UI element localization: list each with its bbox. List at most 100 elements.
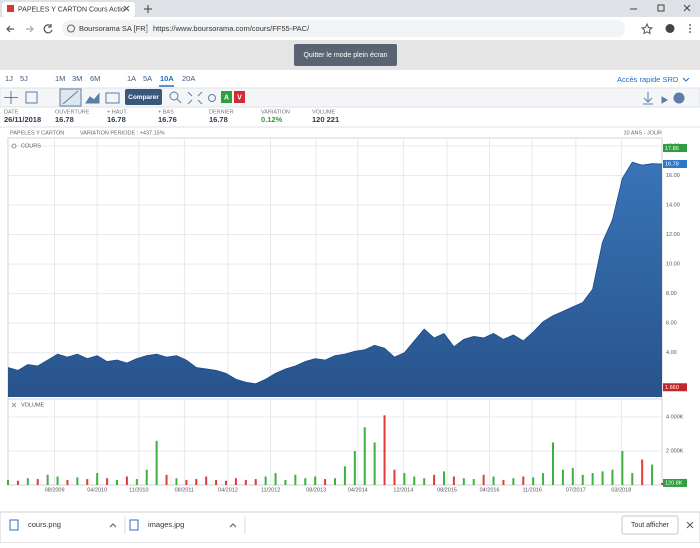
volume-bar bbox=[611, 469, 614, 485]
file-icon bbox=[129, 519, 139, 531]
exit-fullscreen-button[interactable] bbox=[294, 44, 397, 66]
price-badge bbox=[663, 383, 687, 392]
period-option[interactable]: 3M bbox=[72, 74, 82, 83]
quote-value: 16.76 bbox=[158, 115, 177, 124]
buy-label: A bbox=[224, 94, 229, 101]
quote-label: DATE bbox=[4, 109, 19, 115]
tab[interactable] bbox=[2, 2, 135, 17]
period-bar bbox=[0, 70, 700, 88]
volume-bar bbox=[552, 442, 554, 485]
favicon bbox=[7, 5, 14, 12]
volume-bar bbox=[116, 479, 118, 485]
bookmark-star[interactable] bbox=[640, 22, 654, 35]
file-menu[interactable] bbox=[229, 523, 237, 528]
cours-icon bbox=[11, 143, 17, 149]
period-option[interactable]: 1A bbox=[127, 74, 136, 83]
volume-bar bbox=[145, 469, 148, 485]
quick-access[interactable]: Accès rapide SRD bbox=[617, 75, 679, 84]
sell-label: V bbox=[237, 94, 242, 101]
x-tick-label: 08/2011 bbox=[175, 487, 194, 493]
x-tick-label: 11/2016 bbox=[522, 487, 541, 493]
volume-bar bbox=[46, 474, 49, 485]
window-controls[interactable] bbox=[630, 4, 691, 12]
url: https://www.boursorama.com/cours/FF55-PA… bbox=[153, 24, 310, 33]
volume-bar bbox=[532, 477, 535, 485]
volume-bar bbox=[462, 478, 465, 485]
volume-bar bbox=[522, 476, 525, 485]
volume-bar bbox=[661, 482, 663, 485]
period-option[interactable]: 1J bbox=[5, 74, 13, 83]
volume-bar bbox=[254, 479, 257, 485]
compare-button[interactable] bbox=[125, 89, 162, 105]
period-selector: 1J 5J 1M 3M 6M 1A 5A 10A 20A bbox=[5, 74, 195, 87]
volume-bar bbox=[106, 478, 109, 485]
volume-bar bbox=[96, 473, 99, 485]
volume-bar bbox=[56, 476, 59, 485]
site-info-icon[interactable] bbox=[67, 24, 75, 33]
exit-fullscreen-label: Quitter le mode plein écran bbox=[303, 52, 387, 59]
price-badge bbox=[663, 159, 687, 168]
tool-icons[interactable] bbox=[4, 88, 685, 107]
quote-label: OUVERTURE bbox=[55, 109, 90, 115]
show-all-button[interactable] bbox=[621, 515, 679, 535]
close-downloads[interactable] bbox=[686, 521, 694, 529]
quote-value: 26/11/2018 bbox=[4, 115, 41, 124]
profile[interactable] bbox=[665, 24, 675, 33]
y-tick-label: 6.00 bbox=[666, 321, 677, 327]
price-badge bbox=[663, 478, 687, 487]
price-badge-label: 1.660 bbox=[665, 385, 679, 391]
volume-bar bbox=[482, 474, 485, 485]
volume-bar bbox=[264, 476, 267, 485]
volume-bar bbox=[86, 479, 89, 485]
chart: 4.006.008.0010.0012.0014.0016.0018.0017.… bbox=[7, 138, 687, 493]
volume-bar bbox=[423, 478, 426, 485]
x-tick-label: 08/2009 bbox=[45, 487, 65, 493]
menu[interactable] bbox=[689, 24, 691, 33]
instrument: PAPELES Y CARTON bbox=[10, 130, 64, 136]
volume-bar bbox=[413, 476, 416, 485]
tab-close[interactable] bbox=[123, 5, 130, 12]
nav-buttons[interactable] bbox=[6, 24, 53, 34]
period-option[interactable]: 1M bbox=[55, 74, 65, 83]
volume-bar bbox=[492, 476, 495, 485]
volume-bar bbox=[403, 473, 406, 485]
x-tick-label: 04/2016 bbox=[480, 487, 500, 493]
quote-label: VOLUME bbox=[312, 109, 336, 115]
x-tick-label: 12/2014 bbox=[393, 487, 413, 493]
price-badge-label: 120.8K bbox=[665, 481, 683, 487]
volume-bar bbox=[155, 440, 158, 485]
omnibox[interactable] bbox=[62, 20, 625, 37]
quick-access-chevron bbox=[682, 77, 690, 82]
volume-bar bbox=[443, 471, 445, 485]
sell-button[interactable] bbox=[234, 91, 245, 103]
volume-bar bbox=[36, 479, 39, 485]
volume-panel-label: VOLUME bbox=[21, 402, 45, 408]
file-name[interactable]: images.jpg bbox=[148, 520, 184, 529]
period-variation: VARIATION PERIODE : +437.15% bbox=[80, 130, 165, 136]
file-icon bbox=[9, 519, 19, 531]
volume-bar bbox=[175, 478, 178, 485]
volume-bar bbox=[125, 476, 128, 485]
volume-bar bbox=[433, 474, 436, 485]
buy-button[interactable] bbox=[221, 91, 232, 103]
volume-bar bbox=[621, 451, 624, 485]
volume-bar bbox=[452, 476, 455, 485]
x-tick-label: 04/2014 bbox=[348, 487, 368, 493]
file-menu[interactable] bbox=[109, 523, 117, 528]
volume-bar bbox=[363, 427, 366, 485]
period-option[interactable]: 5J bbox=[20, 74, 28, 83]
volume-bar bbox=[185, 479, 188, 485]
volume-bar bbox=[512, 478, 515, 485]
volume-bar bbox=[205, 476, 208, 485]
volume-bar bbox=[244, 479, 247, 485]
period-option[interactable]: 10A bbox=[160, 74, 174, 83]
volume-bar bbox=[373, 442, 376, 485]
period-option[interactable]: 20A bbox=[182, 74, 195, 83]
file-name[interactable]: cours.png bbox=[28, 520, 61, 529]
x-tick-label: 03/2018 bbox=[611, 487, 631, 493]
period-option[interactable]: 6M bbox=[90, 74, 100, 83]
volume-bar bbox=[304, 478, 307, 485]
period-option[interactable]: 5A bbox=[143, 74, 152, 83]
new-tab[interactable] bbox=[144, 5, 152, 13]
